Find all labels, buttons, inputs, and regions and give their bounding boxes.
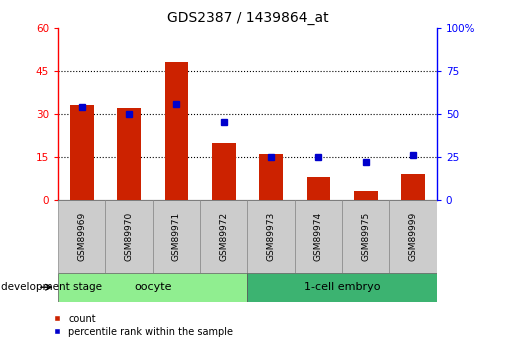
Bar [259, 154, 283, 200]
Bar [200, 200, 247, 273]
Bar [58, 200, 106, 273]
Legend: count, percentile rank within the sample: count, percentile rank within the sample [53, 314, 233, 337]
Text: GSM89969: GSM89969 [77, 212, 86, 261]
Bar [247, 273, 437, 302]
Bar [247, 200, 295, 273]
Title: GDS2387 / 1439864_at: GDS2387 / 1439864_at [167, 11, 328, 25]
Bar [389, 200, 437, 273]
Text: GSM89972: GSM89972 [219, 212, 228, 261]
Bar [153, 200, 200, 273]
Bar [401, 174, 425, 200]
Text: GSM89971: GSM89971 [172, 212, 181, 261]
Bar [342, 200, 389, 273]
Text: development stage: development stage [1, 282, 102, 292]
Text: GSM89973: GSM89973 [267, 212, 276, 261]
Bar [307, 177, 330, 200]
Bar [117, 108, 141, 200]
Bar [212, 142, 236, 200]
Text: oocyte: oocyte [134, 282, 172, 292]
Bar [354, 191, 378, 200]
Text: GSM89999: GSM89999 [409, 212, 418, 261]
Bar [58, 273, 247, 302]
Bar [106, 200, 153, 273]
Text: GSM89975: GSM89975 [361, 212, 370, 261]
Text: GSM89970: GSM89970 [125, 212, 134, 261]
Bar [70, 105, 93, 200]
Bar [165, 62, 188, 200]
Text: GSM89974: GSM89974 [314, 212, 323, 261]
Bar [295, 200, 342, 273]
Text: 1-cell embryo: 1-cell embryo [304, 282, 380, 292]
